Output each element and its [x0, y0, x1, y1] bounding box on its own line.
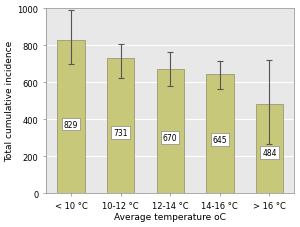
Text: 829: 829 [64, 120, 78, 129]
Text: 670: 670 [163, 133, 178, 142]
Bar [57, 40, 85, 193]
Text: 484: 484 [262, 149, 277, 158]
Y-axis label: Total cumulative incidence: Total cumulative incidence [6, 41, 15, 161]
Bar [107, 59, 134, 193]
Bar [256, 104, 283, 193]
Text: 645: 645 [212, 135, 227, 144]
Bar [157, 70, 184, 193]
Text: 731: 731 [113, 128, 128, 137]
X-axis label: Average temperature oC: Average temperature oC [114, 212, 226, 222]
Bar [206, 74, 233, 193]
